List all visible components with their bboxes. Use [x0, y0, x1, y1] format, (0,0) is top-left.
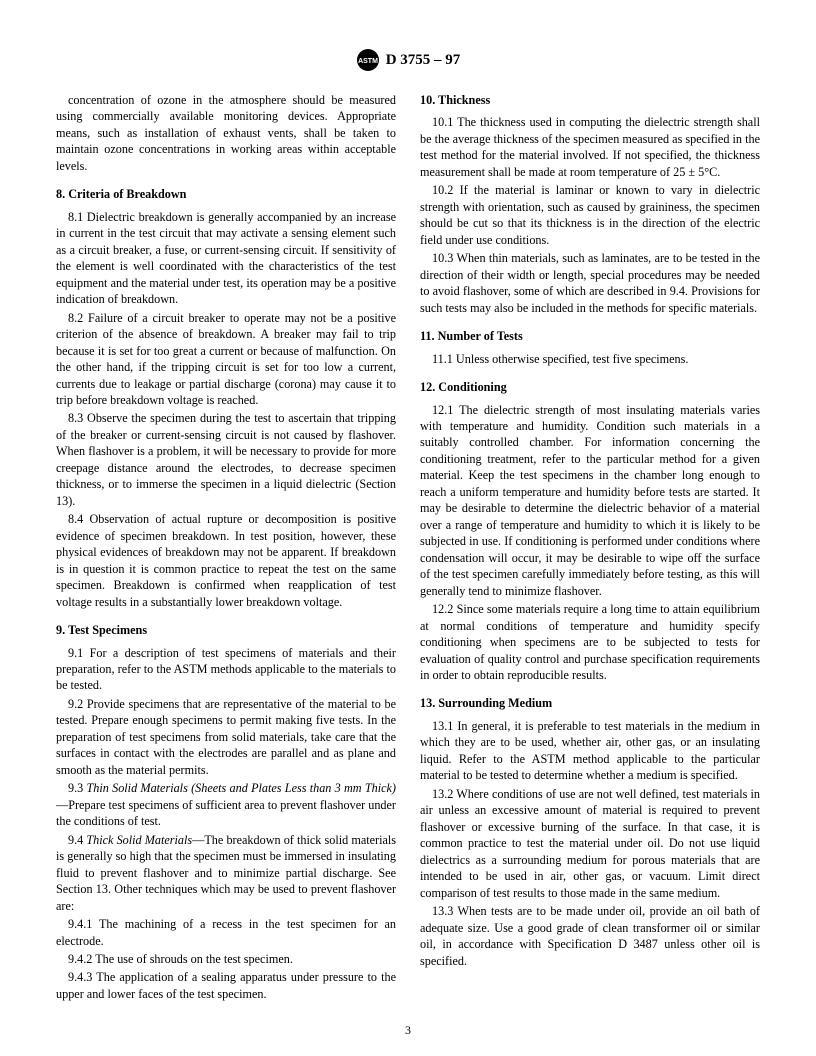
section-12-title: 12. Conditioning — [420, 379, 760, 395]
section-9-3-italic: Thin Solid Materials (Sheets and Plates … — [87, 781, 397, 795]
section-13-title: 13. Surrounding Medium — [420, 695, 760, 711]
section-13-3: 13.3 When tests are to be made under oil… — [420, 903, 760, 969]
section-13-2: 13.2 Where conditions of use are not wel… — [420, 786, 760, 901]
document-header: ASTM D 3755 – 97 — [56, 48, 760, 72]
section-10-3: 10.3 When thin materials, such as lamina… — [420, 250, 760, 316]
section-8-2: 8.2 Failure of a circuit breaker to oper… — [56, 310, 396, 409]
document-page: ASTM D 3755 – 97 concentration of ozone … — [0, 0, 816, 1056]
section-9-4-2: 9.4.2 The use of shrouds on the test spe… — [56, 951, 396, 967]
page-number: 3 — [405, 1023, 411, 1038]
section-9-4-prefix: 9.4 — [68, 833, 86, 847]
astm-logo-icon: ASTM — [356, 48, 380, 72]
section-9-3: 9.3 Thin Solid Materials (Sheets and Pla… — [56, 780, 396, 829]
section-9-1: 9.1 For a description of test specimens … — [56, 645, 396, 694]
section-9-4-italic: Thick Solid Materials — [86, 833, 192, 847]
section-12-1: 12.1 The dielectric strength of most ins… — [420, 402, 760, 600]
section-12-2: 12.2 Since some materials require a long… — [420, 601, 760, 683]
svg-text:ASTM: ASTM — [358, 58, 378, 65]
section-9-4: 9.4 Thick Solid Materials—The breakdown … — [56, 832, 396, 914]
section-9-4-3: 9.4.3 The application of a sealing appar… — [56, 969, 396, 1002]
section-10-title: 10. Thickness — [420, 92, 760, 108]
section-13-1: 13.1 In general, it is preferable to tes… — [420, 718, 760, 784]
section-10-1: 10.1 The thickness used in computing the… — [420, 114, 760, 180]
section-11-title: 11. Number of Tests — [420, 328, 760, 344]
intro-paragraph: concentration of ozone in the atmosphere… — [56, 92, 396, 174]
section-9-3-rest: —Prepare test specimens of sufficient ar… — [56, 798, 396, 828]
section-9-title: 9. Test Specimens — [56, 622, 396, 638]
section-8-title: 8. Criteria of Breakdown — [56, 186, 396, 202]
section-8-3: 8.3 Observe the specimen during the test… — [56, 410, 396, 509]
section-11-1: 11.1 Unless otherwise specified, test fi… — [420, 351, 760, 367]
section-10-2: 10.2 If the material is laminar or known… — [420, 182, 760, 248]
section-9-2: 9.2 Provide specimens that are represent… — [56, 696, 396, 778]
section-9-4-1: 9.4.1 The machining of a recess in the t… — [56, 916, 396, 949]
section-9-3-prefix: 9.3 — [68, 781, 87, 795]
section-8-4: 8.4 Observation of actual rupture or dec… — [56, 511, 396, 610]
body-columns: concentration of ozone in the atmosphere… — [56, 92, 760, 1002]
document-designation: D 3755 – 97 — [386, 52, 461, 69]
section-8-1: 8.1 Dielectric breakdown is generally ac… — [56, 209, 396, 308]
